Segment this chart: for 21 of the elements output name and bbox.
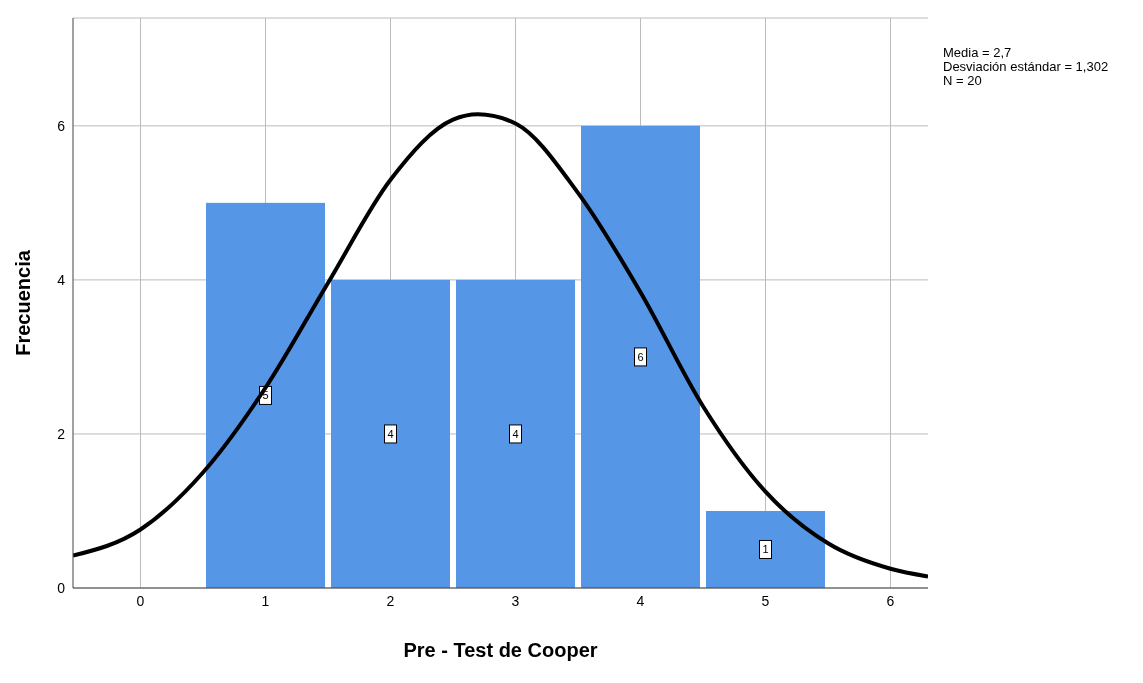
data-label: 6 [637, 350, 644, 363]
data-label: 1 [762, 543, 769, 556]
x-tick-label: 0 [136, 592, 145, 609]
y-axis-title: Frecuencia [12, 249, 35, 356]
data-label: 4 [387, 427, 394, 440]
y-tick-label: 0 [57, 579, 66, 596]
y-tick-label: 6 [57, 117, 66, 134]
x-tick-label: 1 [261, 592, 270, 609]
text: Media = 2,7 [943, 45, 1013, 60]
text: N = 20 [943, 73, 983, 88]
x-axis-title: Pre - Test de Cooper [403, 639, 598, 662]
y-tick-label: 4 [57, 271, 66, 288]
x-tick-label: 5 [761, 592, 770, 609]
x-tick-label: 4 [636, 592, 645, 609]
x-tick-label: 2 [386, 592, 395, 609]
text: Desviación estándar = 1,302 [943, 59, 1109, 74]
line-series [73, 112, 928, 579]
x-tick-label: 6 [886, 592, 895, 609]
x-tick-label: 3 [511, 592, 520, 609]
data-label: 4 [512, 427, 519, 440]
y-tick-label: 2 [57, 425, 66, 442]
